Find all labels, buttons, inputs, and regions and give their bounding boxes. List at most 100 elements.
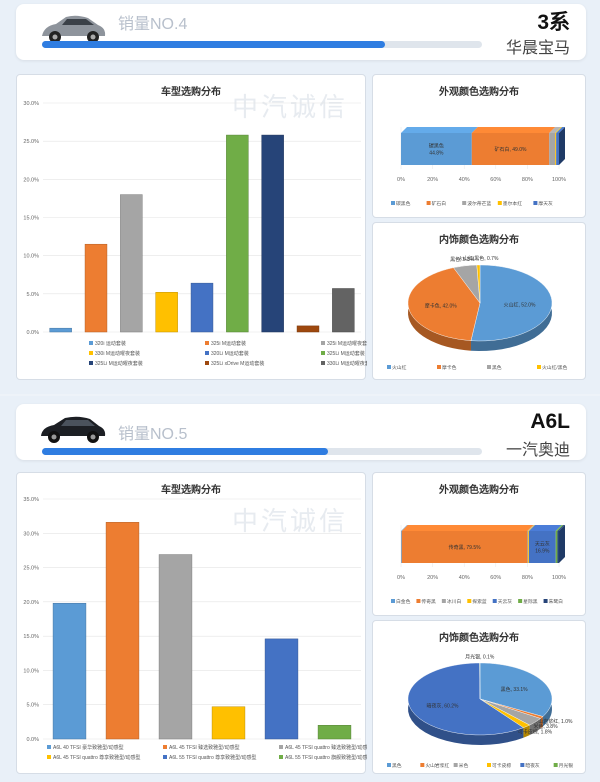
bar [261,134,284,333]
legend-swatch [205,341,209,345]
data-label: 月光银, 0.1% [465,654,495,661]
bar-segment [401,531,402,563]
sales-progress-track [42,448,482,455]
legend-label: 火山岩浆红 [425,762,449,769]
bar-segment [471,133,550,165]
bar [211,706,246,740]
legend-label: 矿石白 [432,200,447,207]
bar-end [559,525,565,563]
data-label: 碳黑色 [429,143,444,150]
legend-swatch [497,201,502,205]
exterior-chart-panel: 外观颜色选购分布 0% 20% 40% 60% 80% 100% 碳黑色 44.8% 矿石白, … [372,74,586,218]
legend-label: 波尔蒂芒蓝 [467,200,491,207]
bar-segment-top [401,525,408,531]
y-tick-label: 0.0% [26,737,39,743]
data-label: 矿石白, 49.0% [495,146,528,153]
x-tick-label: 100% [552,177,566,183]
legend-swatch [453,763,458,767]
data-label: 44.8% [429,151,444,157]
model-name: 3系 [537,11,570,34]
bar [52,602,87,740]
y-tick-label: 20.0% [23,600,39,606]
bar-segment [401,531,528,563]
legend-label: 探索蓝 [472,598,487,605]
bar-segment-top [471,127,556,133]
legend-swatch [391,201,395,205]
x-tick-label: 100% [552,575,566,581]
pie-slice [476,264,481,304]
sales-rank: 销量NO.5 [118,426,188,443]
y-tick-label: 25.0% [23,139,39,145]
legend-swatch [487,365,491,369]
legend-swatch [387,365,391,369]
legend-label: A6L 45 TFSI quattro 臻选致雅型/动感型 [285,744,367,751]
legend-label: 摩卡色 [442,364,457,371]
bar-segment [555,133,557,165]
bar [120,194,143,333]
legend-label: 星际黑 [523,598,538,605]
y-tick-label: 15.0% [23,634,39,640]
legend-label: 325Li M运动曜夜套装 [95,360,143,367]
model-chart-panel: 车型选购分布 中汽诚信 0.0% 5.0% 10.0% 15.0% 20.0% 25.0%… [16,74,367,380]
bar-segment-top [557,525,565,531]
legend-label: 330i M运动曜夜套装 [95,350,140,357]
data-label: 传奇黑, 79.5% [449,544,482,551]
bar-segment-top [528,525,535,531]
pie-chart: 黑色, 33.1% 火山岩浆红, 1.0%米色, 3.8%可卡皮棕, 1.8% 暗夜… [387,654,573,769]
legend-swatch [321,351,325,355]
y-tick-label: 20.0% [23,177,39,183]
legend-swatch [163,745,167,749]
x-tick-label: 20% [427,177,438,183]
sales-progress-track [42,41,482,48]
chart-title: 车型选购分布 [161,87,221,98]
legend-label: 可卡皮棕 [492,762,511,769]
y-tick-label: 10.0% [23,254,39,260]
bar-segment-top [556,127,565,133]
interior-chart-panel: 内饰颜色选购分布 火山红, 52.0% 摩卡色, 42.0% 黑色, 5.3% 火山红… [372,222,586,380]
section-header: 销量NO.5 A6L 一汽奥迪 [16,404,586,460]
legend-swatch [520,763,525,767]
legend-label: 320Li M运动套装 [211,350,249,357]
watermark: 中汽诚信 [232,506,349,536]
legend-swatch [437,365,441,369]
y-tick-label: 30.0% [23,531,39,537]
chart-title: 内饰颜色选购分布 [439,235,519,246]
pie-slice [407,662,524,736]
legend-label: 摩天灰 [538,200,553,207]
legend-swatch [89,361,93,365]
bar [332,288,355,333]
legend-swatch [518,599,523,603]
y-tick-label: 10.0% [23,668,39,674]
legend-label: 暗夜灰 [525,762,540,769]
pie-slice [407,267,481,341]
legend-label: A6L 40 TFSI 豪华致雅型/动感型 [53,744,124,751]
legend-swatch [391,599,395,603]
legend-swatch [467,599,472,603]
model-name: A6L [530,410,570,433]
section-header: 销量NO.4 3系 华晨宝马 [16,4,586,60]
legend-label: 朱鹭白 [549,598,564,605]
stacked-bar-chart: 0% 20% 40% 60% 80% 100%碳黑色44.8%矿石白, 49.0%碳黑色矿… [391,127,566,207]
bar-end [559,127,565,165]
x-tick-label: 40% [459,177,470,183]
stacked-bar-chart: 0% 20% 40% 60% 80% 100%传奇黑, 79.5%天云灰16.9%白金色传… [391,525,566,605]
legend-swatch [279,745,283,749]
pie-side [529,718,541,736]
car-image-icon [41,416,106,443]
data-label: 黑色, 33.1% [501,686,529,693]
pie-slice [470,264,553,342]
legend-swatch [321,361,325,365]
bar [84,243,108,333]
legend-swatch [205,361,209,365]
legend-label: 325Li M运动套装 [327,350,365,357]
legend-swatch [416,599,421,603]
data-label: 可卡皮棕, 1.8% [518,728,553,735]
legend-swatch [163,755,167,759]
data-label: 火山岩浆红, 1.0% [533,718,573,725]
bar [190,282,214,333]
x-tick-label: 80% [522,177,533,183]
legend-label: 天云灰 [498,598,513,605]
data-label: 米色, 3.8% [533,723,558,730]
x-tick-label: 0% [397,575,405,581]
legend-swatch [487,763,491,767]
